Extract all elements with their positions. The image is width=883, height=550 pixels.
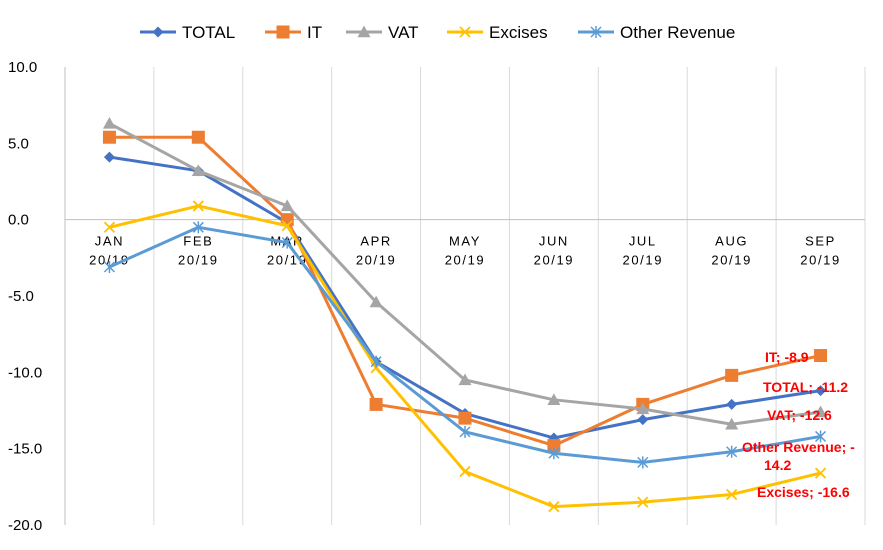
series-vat [102, 116, 828, 430]
x-tick-label: JUN 20/19 [534, 234, 575, 268]
y-tick-label: 0.0 [8, 212, 29, 229]
data-point-vat [102, 116, 116, 129]
legend-item-excises: Excises [447, 23, 548, 42]
data-point-vat [369, 295, 383, 308]
data-point-excises [459, 465, 471, 478]
y-tick-label: -15.0 [8, 441, 42, 458]
data-point-excises [281, 220, 293, 232]
data-point-excises [814, 467, 827, 479]
y-tick-label: -10.0 [8, 364, 42, 381]
data-point-other-revenue [815, 430, 827, 443]
grid-lines [64, 67, 866, 525]
series-line-it [109, 135, 821, 448]
data-label-end: IT; -8.9 [765, 349, 809, 365]
data-point-total [637, 414, 649, 426]
y-tick-label: -20.0 [8, 517, 42, 534]
x-tick-label: APR 20/19 [356, 234, 397, 268]
x-tick-label: MAY 20/19 [445, 234, 486, 268]
series-line-excises [109, 204, 821, 509]
data-label-end: Other Revenue; -14.2 [742, 439, 855, 473]
legend-marker-total [152, 26, 164, 38]
legend-marker-excises [459, 26, 471, 38]
data-labels: IT; -8.9 TOTAL; -11.2 VAT; -12.6 Other Reve… [742, 349, 855, 500]
data-point-other-revenue [103, 260, 115, 273]
series-other-revenue [103, 221, 827, 469]
legend-marker-it [276, 25, 290, 39]
data-point-other-revenue [281, 236, 293, 249]
legend-item-total: TOTAL [140, 23, 235, 42]
x-tick-label: JUL 20/19 [623, 234, 664, 268]
data-point-it [814, 349, 828, 363]
series-total [103, 151, 827, 444]
y-tick-label: 5.0 [8, 135, 29, 152]
series-excises [103, 200, 827, 513]
legend-label-other-revenue: Other Revenue [620, 23, 735, 42]
data-point-it [547, 439, 561, 453]
data-point-vat [547, 393, 561, 406]
x-tick-label: FEB 20/19 [178, 234, 219, 268]
data-point-excises [192, 200, 204, 212]
data-point-other-revenue [192, 221, 204, 234]
legend-marker-other-revenue [590, 26, 602, 38]
series-line-total [109, 155, 821, 440]
legend-label-it: IT [307, 23, 322, 42]
legend-item-it: IT [265, 23, 322, 42]
data-label-end: Excises; -16.6 [757, 484, 850, 500]
data-point-total [103, 151, 115, 163]
data-point-vat [191, 164, 205, 177]
data-point-it [725, 368, 739, 382]
legend-label-excises: Excises [489, 23, 548, 42]
data-point-vat [725, 417, 739, 430]
data-label-end: VAT; -12.6 [767, 407, 832, 423]
legend-label-vat: VAT [388, 23, 419, 42]
data-point-other-revenue [637, 456, 649, 469]
y-tick-label: 10.0 [8, 59, 37, 76]
data-point-excises [548, 501, 560, 513]
legend-label-total: TOTAL [182, 23, 235, 42]
data-point-it [191, 130, 205, 144]
series-lines [102, 116, 828, 513]
legend: TOTAL IT VAT Excises Other Revenue [140, 23, 735, 42]
data-point-vat [280, 199, 294, 212]
data-point-excises [726, 488, 738, 501]
data-point-it [102, 130, 116, 144]
x-tick-label: SEP 20/19 [800, 234, 841, 268]
data-point-vat [814, 405, 828, 418]
data-point-other-revenue [370, 355, 382, 368]
data-point-it [458, 411, 472, 425]
y-tick-label: -5.0 [8, 288, 34, 305]
data-point-total [726, 398, 738, 410]
data-point-it [369, 397, 383, 411]
data-point-vat [458, 373, 472, 386]
x-tick-label: AUG 20/19 [711, 234, 752, 268]
data-point-total [815, 385, 827, 397]
legend-item-other-revenue: Other Revenue [578, 23, 735, 42]
data-label-end: TOTAL; -11.2 [763, 379, 848, 395]
data-point-other-revenue [726, 445, 738, 458]
legend-marker-vat [357, 25, 371, 38]
data-point-excises [103, 221, 116, 233]
data-point-excises [637, 496, 649, 508]
data-point-vat [636, 402, 650, 415]
data-point-other-revenue [459, 425, 471, 438]
data-point-other-revenue [548, 447, 560, 460]
legend-item-vat: VAT [346, 23, 419, 42]
